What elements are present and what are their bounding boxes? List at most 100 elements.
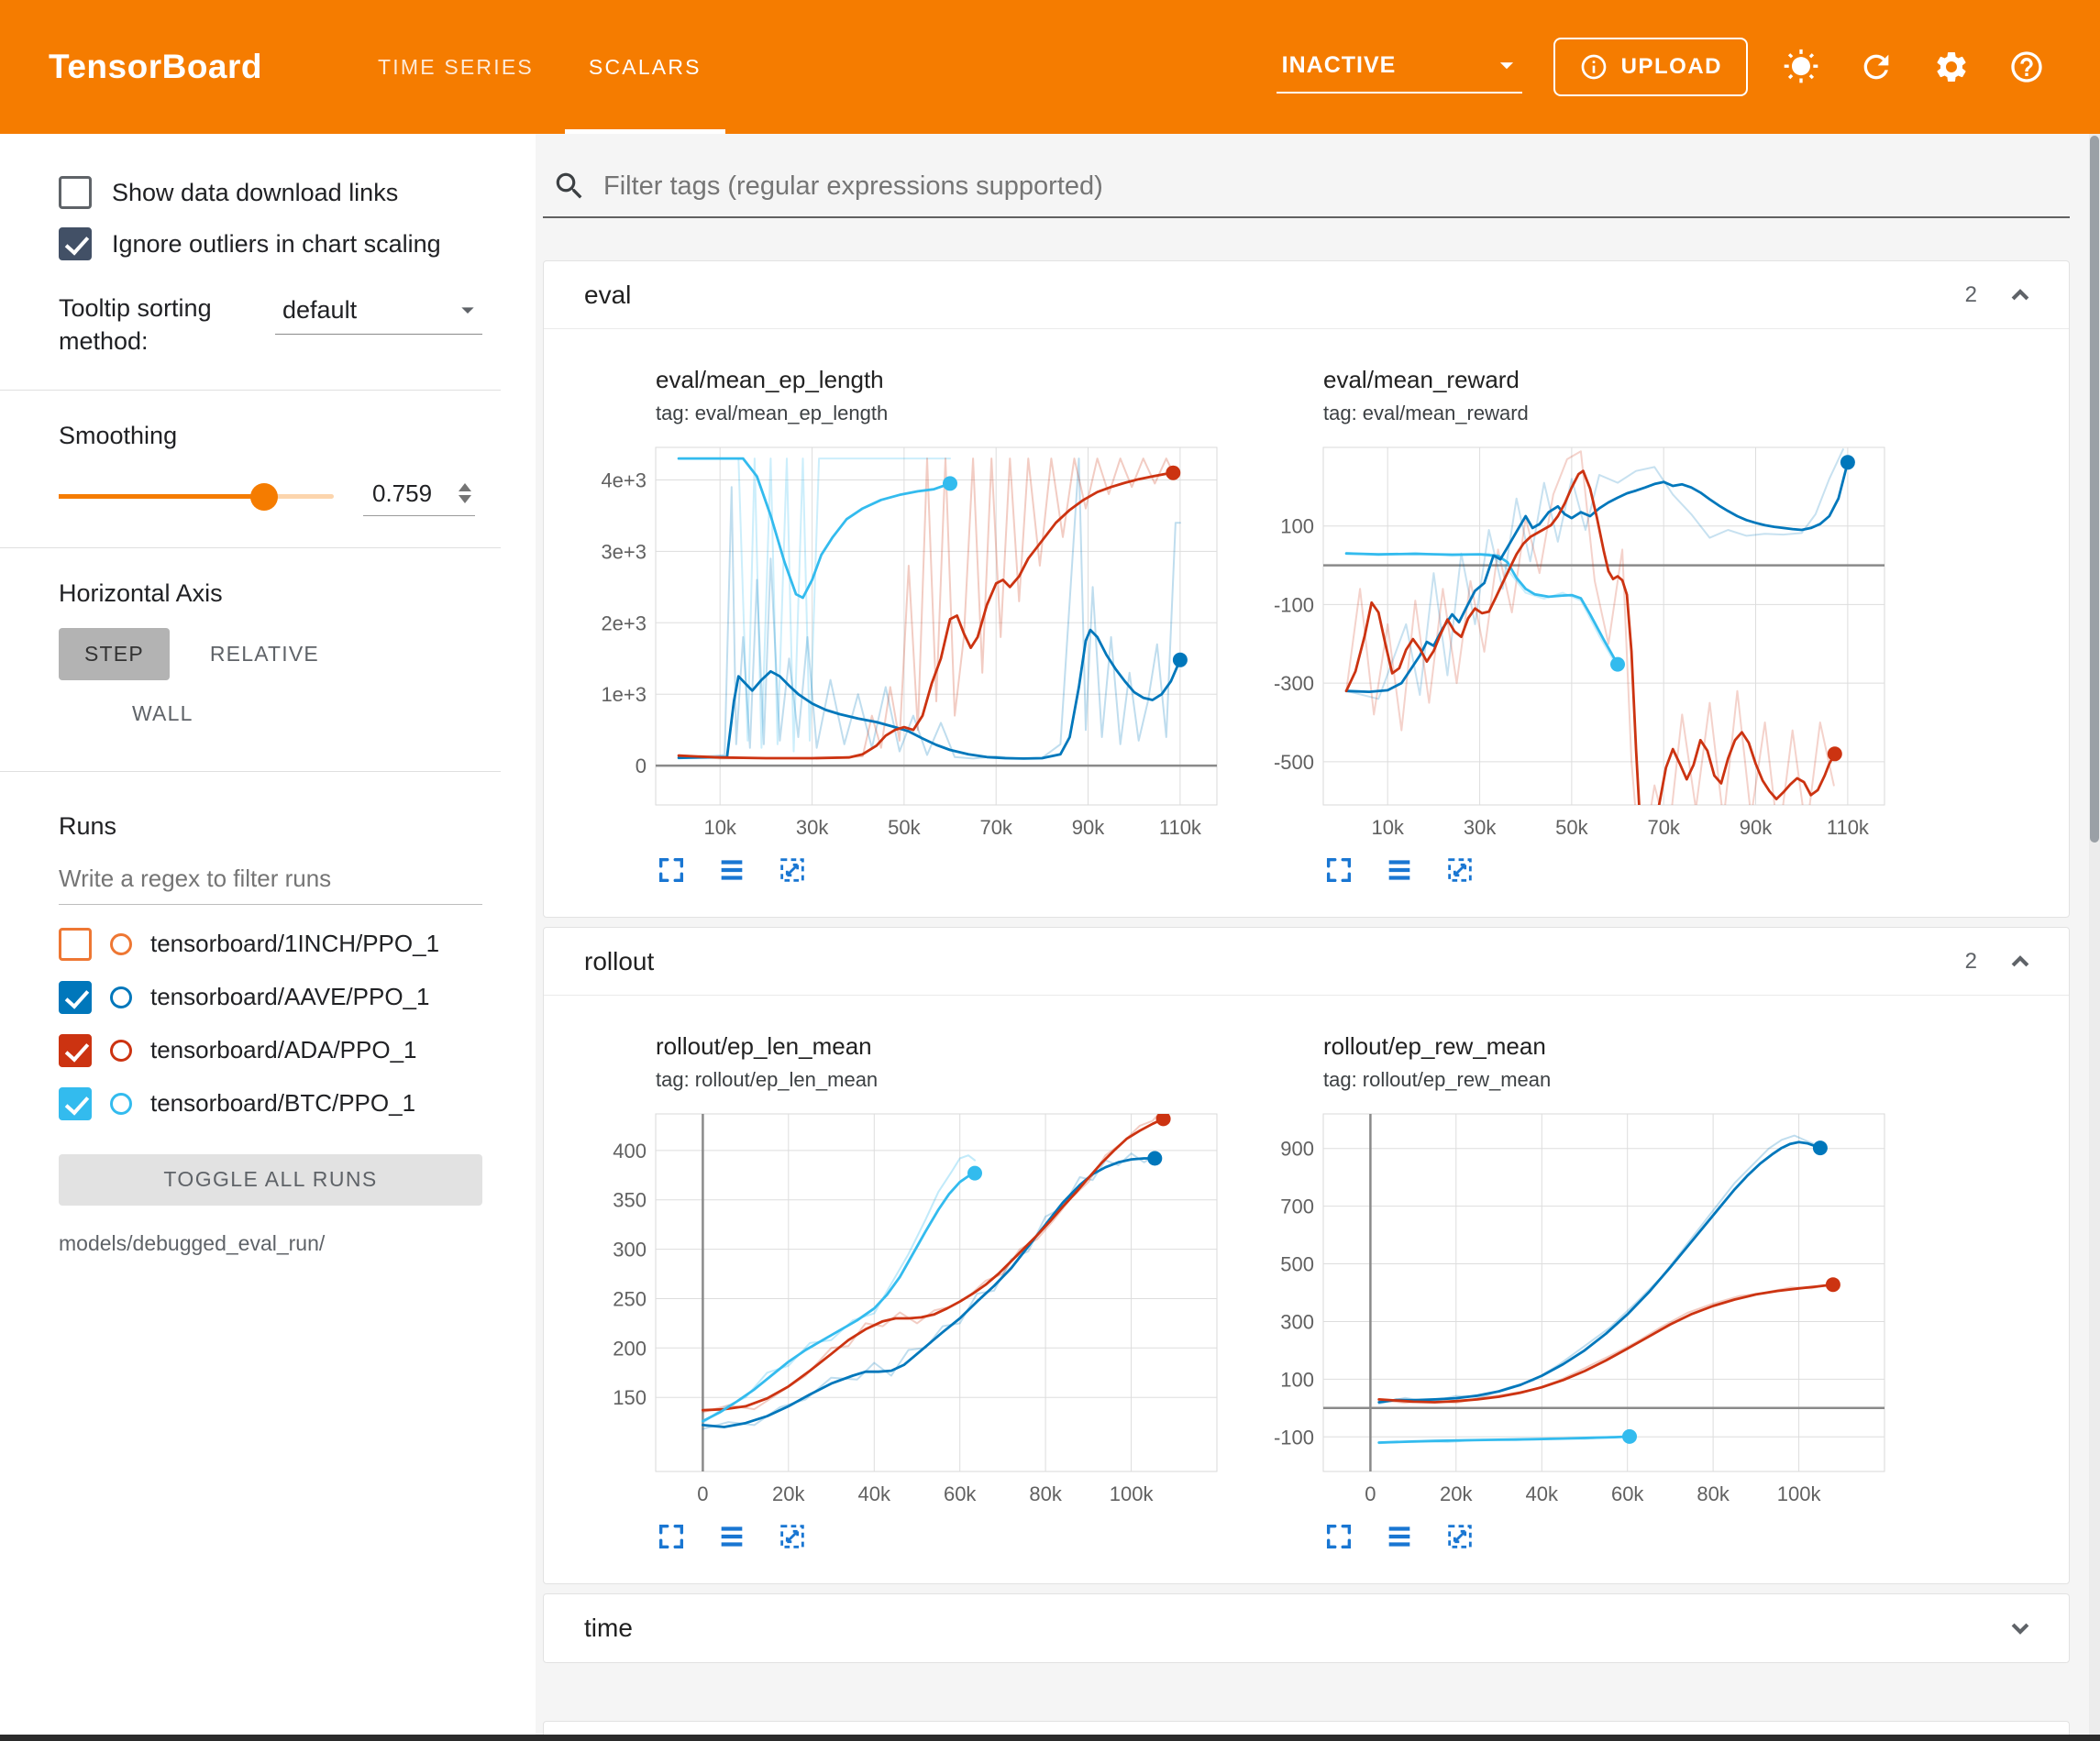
data-table-icon bbox=[721, 860, 743, 880]
spinner-up-icon[interactable] bbox=[459, 483, 471, 492]
window-bottom-edge bbox=[0, 1735, 2100, 1741]
section-rollout: rollout 2 rollout/ep_len_mean tag: rollo… bbox=[543, 927, 2070, 1584]
help-icon bbox=[2011, 51, 2042, 83]
sidebar-divider bbox=[0, 389, 501, 391]
tag-filter bbox=[543, 161, 2070, 218]
run-label: tensorboard/ADA/PPO_1 bbox=[150, 1036, 417, 1064]
horizontal-axis-wall-row: WALL bbox=[59, 688, 482, 740]
horizontal-axis-label: Horizontal Axis bbox=[59, 578, 223, 607]
tag-filter-input[interactable] bbox=[603, 171, 2064, 202]
axis-relative-button[interactable]: RELATIVE bbox=[184, 628, 345, 680]
run-item-ada[interactable]: tensorboard/ADA/PPO_1 bbox=[59, 1024, 482, 1077]
run-checkbox[interactable] bbox=[59, 1033, 92, 1067]
run-checkbox[interactable] bbox=[59, 980, 92, 1014]
chart-plot[interactable]: 0 20k 40k 60k 80k 100k 900 700 500 300 100 -100 bbox=[1252, 1105, 1896, 1508]
svg-text:90k: 90k bbox=[1072, 816, 1105, 839]
dark-mode-toggle-button[interactable] bbox=[1779, 45, 1823, 89]
expand-chart-button[interactable] bbox=[656, 1521, 687, 1552]
refresh-button[interactable] bbox=[1854, 45, 1898, 89]
collapse-section-button[interactable] bbox=[2003, 278, 2038, 313]
fit-domain-button[interactable] bbox=[777, 1521, 808, 1552]
chart-data-table-button[interactable] bbox=[716, 854, 747, 886]
section-title: rollout bbox=[584, 946, 655, 975]
chart-plot[interactable]: 10k 30k 50k 70k 90k 110k 100 -100 -300 -500 bbox=[1252, 438, 1896, 842]
collapse-section-button[interactable] bbox=[2003, 944, 2038, 979]
run-item-1inch[interactable]: tensorboard/1INCH/PPO_1 bbox=[59, 918, 482, 971]
chart-tag: tag: rollout/ep_rew_mean bbox=[1323, 1068, 1552, 1091]
run-checkbox[interactable] bbox=[59, 1086, 92, 1120]
section-time-header[interactable]: time bbox=[544, 1594, 2069, 1662]
chart-data-table-button[interactable] bbox=[1384, 854, 1415, 886]
fit-domain-icon bbox=[1448, 858, 1472, 882]
fit-domain-button[interactable] bbox=[1444, 1521, 1476, 1552]
smoothing-slider-thumb[interactable] bbox=[249, 482, 278, 511]
section-chart-count: 2 bbox=[1964, 281, 1977, 307]
svg-text:60k: 60k bbox=[1611, 1482, 1644, 1505]
expand-chart-button[interactable] bbox=[1323, 1521, 1354, 1552]
ignore-outliers-row[interactable]: Ignore outliers in chart scaling bbox=[59, 227, 482, 260]
svg-text:110k: 110k bbox=[1827, 816, 1870, 839]
expand-chart-button[interactable] bbox=[656, 854, 687, 886]
expand-chart-icon bbox=[658, 1524, 684, 1549]
svg-text:10k: 10k bbox=[1371, 816, 1404, 839]
scrollbar-thumb[interactable] bbox=[2090, 136, 2099, 843]
sidebar-divider bbox=[0, 546, 501, 548]
tab-time-series[interactable]: TIME SERIES bbox=[378, 54, 534, 79]
vertical-scrollbar[interactable] bbox=[2089, 134, 2100, 1741]
tooltip-sorting-label: Tooltip sorting method: bbox=[59, 294, 212, 356]
tooltip-sorting-value: default bbox=[282, 295, 358, 324]
section-eval-header[interactable]: eval 2 bbox=[544, 261, 2069, 329]
axis-step-button[interactable]: STEP bbox=[59, 627, 170, 680]
svg-text:-100: -100 bbox=[1274, 593, 1314, 616]
upload-button[interactable]: UPLOAD bbox=[1553, 38, 1748, 96]
run-checkbox[interactable] bbox=[59, 927, 92, 961]
expand-section-button[interactable] bbox=[2003, 1611, 2038, 1646]
smoothing-value-input[interactable]: 0.759 bbox=[363, 478, 475, 516]
help-button[interactable] bbox=[2005, 45, 2049, 89]
section-rollout-header[interactable]: rollout 2 bbox=[544, 928, 2069, 996]
status-dropdown-value: INACTIVE bbox=[1281, 51, 1397, 78]
svg-text:80k: 80k bbox=[1697, 1482, 1730, 1505]
run-item-btc[interactable]: tensorboard/BTC/PPO_1 bbox=[59, 1077, 482, 1130]
svg-text:250: 250 bbox=[613, 1288, 647, 1311]
svg-text:2e+3: 2e+3 bbox=[601, 612, 647, 634]
show-download-links-checkbox[interactable] bbox=[59, 176, 92, 209]
smoothing-value: 0.759 bbox=[372, 479, 433, 507]
status-dropdown[interactable]: INACTIVE bbox=[1276, 40, 1522, 94]
svg-text:50k: 50k bbox=[888, 816, 921, 839]
chart-title: eval/mean_reward bbox=[1323, 366, 1520, 393]
show-download-links-row[interactable]: Show data download links bbox=[59, 176, 482, 209]
chevron-up-icon bbox=[2011, 288, 2029, 300]
page-layout: Show data download links Ignore outliers… bbox=[0, 134, 2100, 1741]
expand-chart-icon bbox=[1326, 1524, 1352, 1549]
smoothing-spinner[interactable] bbox=[459, 483, 471, 504]
chart-plot[interactable]: 10k 30k 50k 70k 90k 110k 0 1e+3 2e+3 3e+3 4e+3 bbox=[584, 438, 1228, 842]
chart-data-table-button[interactable] bbox=[716, 1521, 747, 1552]
toggle-all-runs-button[interactable]: TOGGLE ALL RUNS bbox=[59, 1153, 482, 1206]
chart-data-table-button[interactable] bbox=[1384, 1521, 1415, 1552]
svg-text:350: 350 bbox=[613, 1189, 647, 1212]
fit-domain-button[interactable] bbox=[1444, 854, 1476, 886]
svg-text:4e+3: 4e+3 bbox=[601, 469, 647, 492]
expand-chart-button[interactable] bbox=[1323, 854, 1354, 886]
settings-button[interactable] bbox=[1929, 45, 1973, 89]
svg-text:90k: 90k bbox=[1740, 816, 1773, 839]
smoothing-slider[interactable] bbox=[59, 482, 334, 511]
section-rollout-body: rollout/ep_len_mean tag: rollout/ep_len_… bbox=[544, 996, 2069, 1583]
svg-text:30k: 30k bbox=[1464, 816, 1497, 839]
svg-text:20k: 20k bbox=[772, 1482, 805, 1505]
ignore-outliers-checkbox[interactable] bbox=[59, 227, 92, 260]
chart-plot[interactable]: 0 20k 40k 60k 80k 100k 150 200 250 300 350 400 bbox=[584, 1105, 1228, 1508]
chart-toolbar bbox=[656, 854, 1228, 886]
axis-wall-button[interactable]: WALL bbox=[106, 688, 219, 740]
chart-tag: tag: eval/mean_reward bbox=[1323, 402, 1529, 424]
tooltip-sorting-dropdown[interactable]: default bbox=[275, 292, 482, 335]
chevron-down-icon bbox=[461, 307, 474, 314]
spinner-down-icon[interactable] bbox=[459, 495, 471, 504]
search-icon bbox=[556, 172, 582, 199]
run-item-aave[interactable]: tensorboard/AAVE/PPO_1 bbox=[59, 971, 482, 1024]
run-color-swatch bbox=[110, 932, 132, 955]
tab-scalars[interactable]: SCALARS bbox=[561, 0, 729, 134]
fit-domain-button[interactable] bbox=[777, 854, 808, 886]
runs-filter-input[interactable] bbox=[59, 858, 482, 905]
